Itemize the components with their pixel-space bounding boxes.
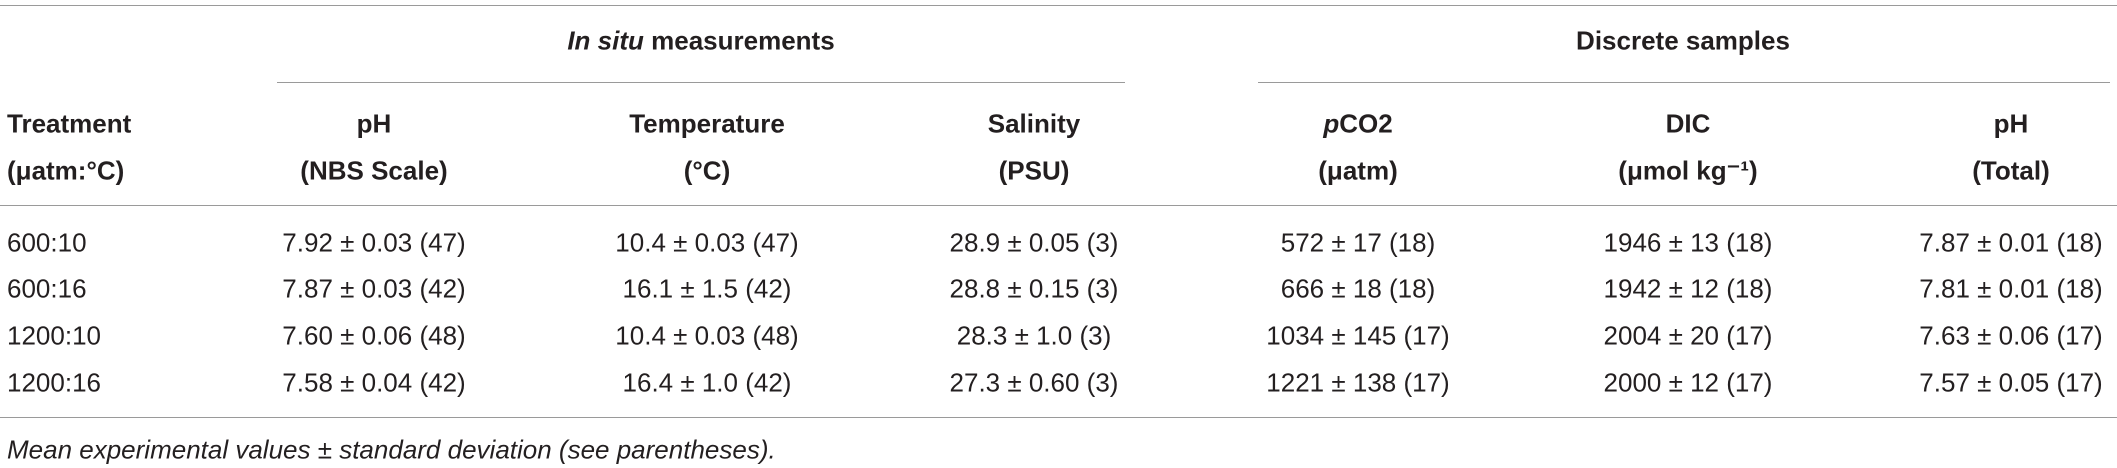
group-header-italic: In situ bbox=[567, 25, 644, 56]
table-cell: 28.8 ± 0.15 (3) bbox=[949, 273, 1119, 304]
column-name-text: Treatment bbox=[7, 108, 132, 139]
table-cell: 7.87 ± 0.03 (42) bbox=[282, 273, 466, 304]
table-cell: 600:10 bbox=[7, 227, 87, 258]
table-cell: 7.57 ± 0.05 (17) bbox=[1919, 367, 2103, 398]
column-name-text: DIC bbox=[1665, 108, 1711, 139]
footnote: Mean experimental values ± standard devi… bbox=[7, 434, 776, 465]
table-cell: 16.4 ± 1.0 (42) bbox=[622, 367, 792, 398]
group-rule bbox=[277, 82, 1125, 83]
column-name-text: Salinity bbox=[987, 108, 1081, 139]
table-cell: 10.4 ± 0.03 (48) bbox=[615, 320, 799, 351]
table-cell: 1942 ± 12 (18) bbox=[1603, 273, 1773, 304]
group-rule bbox=[1258, 82, 2110, 83]
column-name-text: CO2 bbox=[1339, 108, 1393, 139]
column-name: DIC bbox=[1666, 109, 1711, 140]
column-unit: (μmol kg⁻¹) bbox=[1618, 155, 1758, 186]
column-unit: (°C) bbox=[683, 155, 731, 186]
table-cell: 7.58 ± 0.04 (42) bbox=[282, 367, 466, 398]
table-cell: 27.3 ± 0.60 (3) bbox=[949, 367, 1119, 398]
bottom-rule bbox=[0, 417, 2117, 418]
table-cell: 16.1 ± 1.5 (42) bbox=[622, 273, 792, 304]
column-unit: (μatm) bbox=[1318, 155, 1398, 186]
column-name: Temperature bbox=[629, 109, 785, 140]
column-name: pCO2 bbox=[1323, 109, 1392, 140]
group-header-text: Discrete samples bbox=[1576, 25, 1790, 56]
column-unit: (Total) bbox=[1972, 155, 2050, 186]
group-header: Discrete samples bbox=[1576, 26, 1790, 57]
table-cell: 7.81 ± 0.01 (18) bbox=[1919, 273, 2103, 304]
table-cell: 7.63 ± 0.06 (17) bbox=[1919, 320, 2103, 351]
table-cell: 2004 ± 20 (17) bbox=[1603, 320, 1773, 351]
table-cell: 1200:10 bbox=[7, 320, 101, 351]
table-cell: 7.87 ± 0.01 (18) bbox=[1919, 227, 2103, 258]
table-cell: 7.92 ± 0.03 (47) bbox=[282, 227, 466, 258]
table-cell: 572 ± 17 (18) bbox=[1280, 227, 1436, 258]
table-cell: 28.3 ± 1.0 (3) bbox=[956, 320, 1112, 351]
column-name-text: pH bbox=[356, 108, 392, 139]
column-unit: (PSU) bbox=[998, 155, 1070, 186]
table-cell: 1034 ± 145 (17) bbox=[1266, 320, 1450, 351]
table-cell: 2000 ± 12 (17) bbox=[1603, 367, 1773, 398]
column-name-text: pH bbox=[1993, 108, 2029, 139]
table-cell: 1221 ± 138 (17) bbox=[1266, 367, 1450, 398]
table-cell: 1946 ± 13 (18) bbox=[1603, 227, 1773, 258]
table-cell: 666 ± 18 (18) bbox=[1280, 273, 1436, 304]
column-name-italic: p bbox=[1323, 108, 1340, 139]
group-header-text: measurements bbox=[651, 25, 835, 56]
header-rule bbox=[0, 205, 2117, 206]
top-rule bbox=[0, 5, 2117, 6]
column-name: Salinity bbox=[988, 109, 1080, 140]
column-unit: (μatm:°C) bbox=[7, 155, 125, 186]
table-cell: 28.9 ± 0.05 (3) bbox=[949, 227, 1119, 258]
column-unit: (NBS Scale) bbox=[300, 155, 448, 186]
column-name-text: Temperature bbox=[629, 108, 785, 139]
column-name: pH bbox=[1994, 109, 2029, 140]
column-name: pH bbox=[357, 109, 392, 140]
table-cell: 1200:16 bbox=[7, 367, 101, 398]
column-name: Treatment bbox=[7, 109, 131, 140]
table-cell: 7.60 ± 0.06 (48) bbox=[282, 320, 466, 351]
group-header: In situ measurements bbox=[567, 26, 834, 57]
table-cell: 10.4 ± 0.03 (47) bbox=[615, 227, 799, 258]
table-cell: 600:16 bbox=[7, 273, 87, 304]
